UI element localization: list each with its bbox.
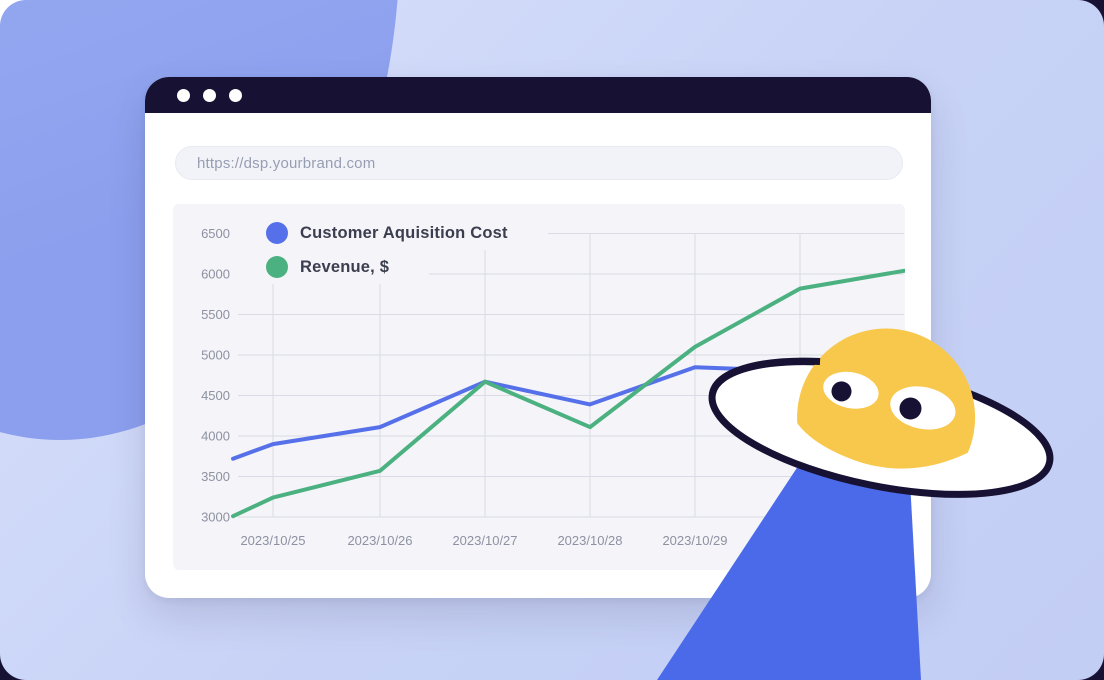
tractor-beam xyxy=(657,445,921,680)
alien-dome xyxy=(797,328,976,469)
svg-text:4500: 4500 xyxy=(201,388,230,403)
svg-text:5000: 5000 xyxy=(201,348,230,363)
url-bar[interactable]: https://dsp.yourbrand.com xyxy=(175,146,903,180)
svg-text:2023/10/25: 2023/10/25 xyxy=(240,533,305,548)
svg-text:5500: 5500 xyxy=(201,307,230,322)
url-text: https://dsp.yourbrand.com xyxy=(197,154,376,172)
svg-text:4000: 4000 xyxy=(201,429,230,444)
window-control-dot-3[interactable] xyxy=(229,88,242,102)
svg-text:2023/10/26: 2023/10/26 xyxy=(347,533,412,548)
legend-label-cac: Customer Aquisition Cost xyxy=(300,223,508,242)
svg-text:2023/10/28: 2023/10/28 xyxy=(557,533,622,548)
svg-text:6000: 6000 xyxy=(201,267,230,282)
svg-text:2023/10/27: 2023/10/27 xyxy=(452,533,517,548)
svg-text:3500: 3500 xyxy=(201,469,230,484)
saucer-rim-line xyxy=(709,357,821,395)
chart-legend: Customer Aquisition Cost Revenue, $ xyxy=(237,216,548,284)
svg-text:2023/10/29: 2023/10/29 xyxy=(662,533,727,548)
legend-item-cac: Customer Aquisition Cost xyxy=(237,216,548,250)
legend-item-revenue: Revenue, $ xyxy=(237,250,430,284)
svg-text:3000: 3000 xyxy=(201,510,230,525)
legend-label-revenue: Revenue, $ xyxy=(300,257,390,276)
window-control-dot-1[interactable] xyxy=(177,88,190,102)
legend-dot-green xyxy=(266,256,288,278)
legend-dot-blue xyxy=(266,222,288,244)
browser-titlebar xyxy=(145,77,931,113)
svg-text:6500: 6500 xyxy=(201,226,230,241)
alien-left-pupil xyxy=(831,381,852,402)
ufo-illustration xyxy=(657,328,1054,680)
alien-right-pupil xyxy=(899,397,922,420)
window-control-dot-2[interactable] xyxy=(203,88,216,102)
